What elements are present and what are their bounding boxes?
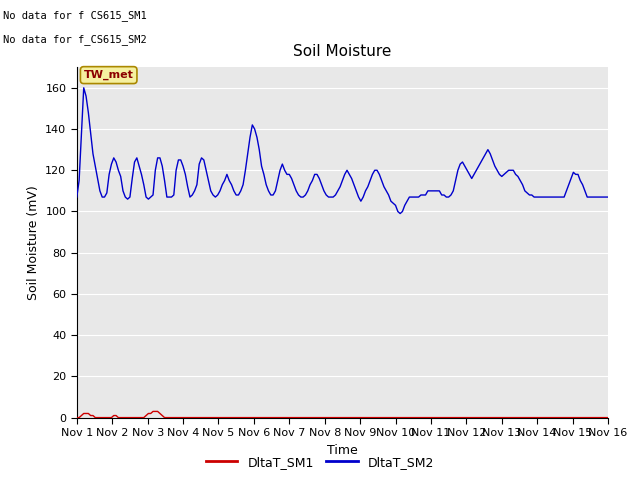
- Text: No data for f CS615_SM1: No data for f CS615_SM1: [3, 10, 147, 21]
- X-axis label: Time: Time: [327, 444, 358, 456]
- Title: Soil Moisture: Soil Moisture: [293, 44, 392, 59]
- Y-axis label: Soil Moisture (mV): Soil Moisture (mV): [27, 185, 40, 300]
- Text: TW_met: TW_met: [84, 70, 134, 80]
- Legend: DltaT_SM1, DltaT_SM2: DltaT_SM1, DltaT_SM2: [201, 451, 439, 474]
- Text: No data for f_CS615_SM2: No data for f_CS615_SM2: [3, 34, 147, 45]
